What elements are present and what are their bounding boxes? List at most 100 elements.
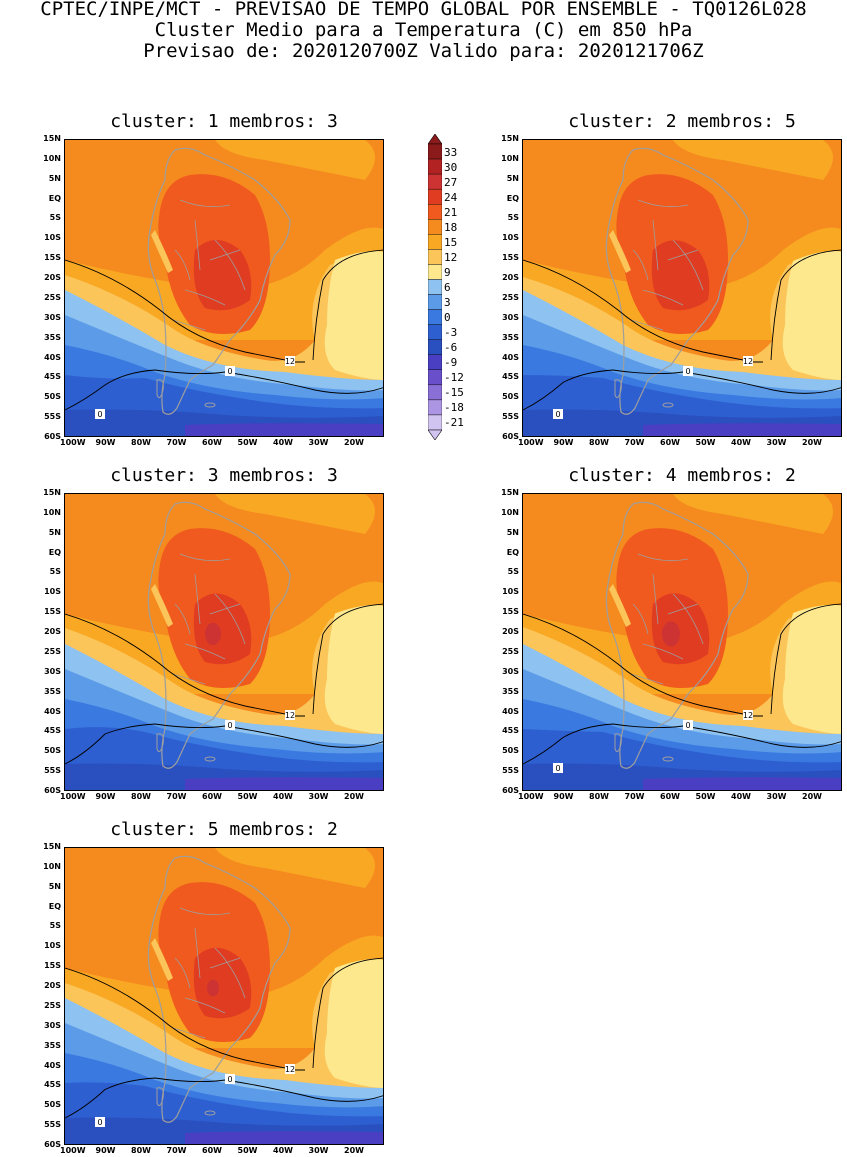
lon-tick-label: 40W [731, 792, 751, 801]
colorbar-label: 0 [444, 311, 451, 325]
colorbar-swatch [427, 324, 443, 340]
country-border [667, 249, 699, 261]
falkland-islands [662, 402, 674, 408]
colorbar-swatch [427, 369, 443, 386]
contour-label-12: 12 [285, 1064, 295, 1074]
island [156, 379, 164, 399]
colorbar-label: -9 [444, 356, 458, 370]
lat-tick-label: 60S [502, 786, 519, 795]
lat-tick-label: 30S [44, 666, 61, 676]
colorbar-swatch [427, 309, 443, 325]
country-border [172, 673, 206, 685]
field-9 [782, 251, 841, 380]
field-9 [324, 959, 383, 1088]
country-border [672, 239, 704, 291]
panel-title: cluster: 1 membros: 3 [110, 111, 338, 132]
lat-tick-label: 60S [44, 786, 61, 795]
lon-tick-label: 60W [660, 792, 680, 801]
lon-tick-label: 50W [695, 792, 716, 801]
field-27 [205, 622, 221, 646]
contour-0 [65, 723, 383, 765]
country-border [184, 289, 226, 306]
lat-tick-label: 15S [44, 961, 61, 971]
lat-tick-label: 20S [44, 627, 61, 637]
lat-tick-label: 5S [507, 567, 519, 577]
contour-label-0-west-text: 0 [555, 764, 560, 773]
lat-tick-label: 5S [507, 213, 519, 223]
lat-tick-label: 5N [48, 173, 61, 183]
map-panel: 12 0 0 [64, 139, 384, 437]
field-9 [782, 604, 841, 734]
lat-tick-label: 15S [44, 253, 61, 263]
contour-12-east [770, 603, 841, 715]
contour-label-0-west-text: 0 [97, 1118, 102, 1127]
lat-tick-label: 10S [502, 587, 519, 597]
contour-12-east [312, 249, 383, 361]
field-24 [193, 593, 252, 665]
lat-tick-label: 35S [502, 332, 519, 342]
country-border [209, 603, 241, 615]
lat-tick-label: 25S [44, 1000, 61, 1010]
lon-tick-label: 60W [202, 1146, 222, 1155]
lat-tick-label: 5N [506, 527, 519, 537]
lat-tick-label: EQ [48, 193, 61, 203]
lat-tick-label: 45S [502, 372, 519, 382]
country-border [214, 593, 246, 645]
lat-tick-label: 20S [502, 627, 519, 637]
lat-tick-label: 55S [44, 412, 61, 422]
contour-label-0-west-text: 0 [555, 410, 560, 419]
lon-tick-label: 30W [766, 438, 787, 447]
andes-stripe [151, 584, 173, 627]
lat-tick-label: EQ [506, 193, 519, 203]
lat-tick-label: 50S [502, 392, 519, 402]
contour-label-12-text: 12 [743, 711, 753, 720]
lat-tick-label: 40S [44, 1060, 61, 1070]
lat-tick-label: 10N [501, 153, 519, 163]
lon-tick-label: 60W [202, 438, 222, 447]
panel-title: cluster: 2 membros: 5 [568, 111, 796, 132]
contour-label-12-text: 12 [743, 357, 753, 366]
lon-tick-label: 70W [166, 1146, 187, 1155]
colorbar-swatch [427, 204, 443, 220]
lat-tick-label: 35S [44, 1040, 61, 1050]
lat-tick-label: 25S [502, 646, 519, 656]
country-border [672, 593, 704, 645]
header-line-1: CPTEC/INPE/MCT - PREVISAO DE TEMPO GLOBA… [40, 0, 807, 20]
lon-tick-label: 20W [802, 438, 822, 447]
lat-tick-label: 40S [502, 352, 519, 362]
temperature-map: 12 0 0 [523, 494, 841, 790]
country-border [184, 643, 226, 660]
colorbar-swatches [427, 133, 443, 441]
country-border [179, 553, 231, 562]
contour-label-12-text: 12 [285, 357, 295, 366]
colorbar-label: 9 [444, 265, 451, 279]
lon-tick-label: 70W [624, 438, 645, 447]
lon-tick-label: 40W [273, 792, 293, 801]
lat-tick-label: 50S [44, 1100, 61, 1110]
andes-stripe [609, 230, 631, 273]
lon-tick-label: 30W [308, 792, 329, 801]
colorbar-label: -18 [444, 401, 464, 415]
contour-label-12: 12 [285, 356, 295, 366]
colorbar-label: -21 [444, 416, 464, 430]
lat-tick-label: 60S [502, 432, 519, 441]
field-15-north [673, 140, 833, 180]
country-border [632, 249, 649, 281]
contour-12 [523, 259, 763, 363]
island [156, 733, 164, 753]
lon-tick-label: 60W [202, 792, 222, 801]
contour-label-0: 0 [683, 366, 693, 376]
lon-tick-label: 90W [553, 438, 574, 447]
lat-tick-label: 15N [43, 134, 61, 143]
lat-tick-label: 30S [502, 312, 519, 322]
lat-tick-label: 5N [48, 527, 61, 537]
lon-tick-label: 80W [131, 792, 151, 801]
lat-tick-label: EQ [48, 901, 61, 911]
andes-stripe [151, 938, 173, 981]
country-border [172, 1027, 206, 1039]
lat-tick-label: 45S [44, 726, 61, 736]
lon-tick-label: 40W [273, 1146, 293, 1155]
lat-tick-label: 20S [44, 273, 61, 283]
lon-tick-label: 20W [344, 438, 364, 447]
field-minus-9 [643, 777, 841, 790]
